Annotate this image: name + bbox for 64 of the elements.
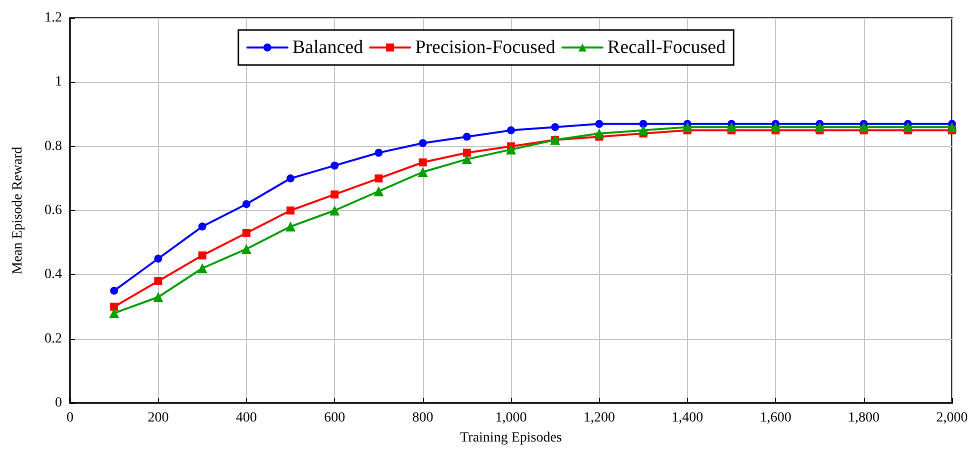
y-tick-label: 0.6: [44, 203, 62, 218]
point: [197, 263, 208, 274]
point: [330, 206, 340, 216]
point: [507, 126, 515, 134]
x-tick-label: 1,600: [760, 410, 792, 426]
y-tick-label: 0.2: [44, 331, 62, 346]
point: [110, 302, 118, 311]
y-tick-label: 0: [55, 396, 62, 410]
point: [109, 308, 120, 318]
point: [154, 277, 162, 286]
point: [286, 206, 294, 214]
point: [286, 222, 296, 232]
point: [153, 292, 164, 302]
y-tick-label: 0.4: [44, 267, 62, 282]
point: [242, 228, 250, 237]
point: [242, 200, 250, 208]
x-tick-label: 800: [412, 410, 434, 426]
point: [594, 128, 604, 138]
legend-label: Precision-Focused: [415, 37, 556, 58]
y-tick-label: 0.8: [44, 138, 62, 154]
point: [330, 162, 339, 170]
point: [198, 222, 206, 231]
point: [110, 286, 118, 295]
point: [418, 139, 427, 148]
point: [638, 125, 648, 136]
point: [770, 122, 781, 132]
legend-label: Recall-Focused: [607, 37, 726, 58]
point: [595, 120, 604, 128]
point: [506, 144, 516, 155]
point: [462, 148, 471, 157]
point: [154, 254, 162, 263]
x-tick-label: 1,000: [495, 410, 527, 426]
y-tick-label: 1.2: [44, 10, 62, 26]
point: [418, 167, 428, 177]
point: [374, 174, 383, 182]
point: [374, 186, 384, 196]
point: [551, 123, 560, 132]
point: [947, 122, 957, 132]
point: [462, 132, 471, 141]
point: [682, 122, 692, 132]
x-tick-label: 0: [66, 410, 74, 426]
point: [198, 251, 206, 260]
point: [902, 122, 913, 132]
y-axis-title: Mean Episode Reward: [10, 146, 26, 274]
point: [814, 122, 825, 132]
point: [286, 174, 294, 182]
x-tick-label: 1,200: [583, 410, 615, 426]
x-tick-label: 2,000: [936, 410, 968, 426]
point: [462, 154, 472, 164]
point: [374, 148, 383, 157]
point: [639, 120, 648, 128]
point: [241, 244, 252, 254]
point: [858, 122, 869, 132]
x-tick-label: 400: [236, 410, 257, 426]
x-axis-title: Training Episodes: [460, 430, 562, 446]
x-tick-label: 1,400: [672, 410, 704, 426]
x-tick-label: 1,800: [848, 410, 880, 426]
point: [418, 158, 427, 166]
y-tick-label: 1: [55, 74, 62, 90]
x-tick-label: 200: [148, 410, 169, 426]
point: [330, 190, 339, 198]
point: [726, 122, 736, 132]
legend-label: Balanced: [292, 37, 364, 58]
x-tick-label: 600: [324, 410, 346, 426]
